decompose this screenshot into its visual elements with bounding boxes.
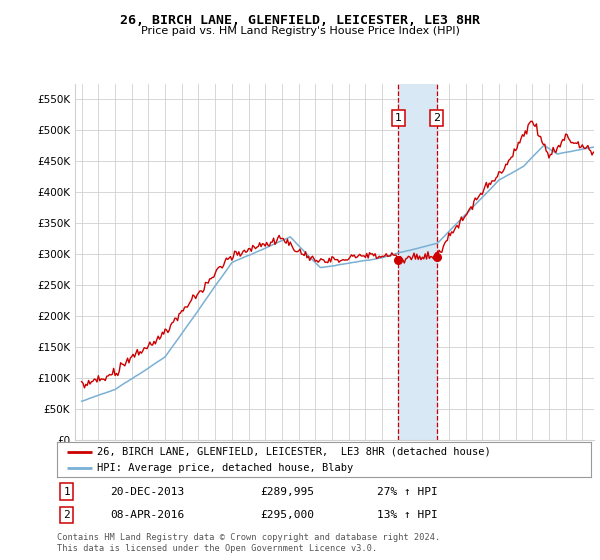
Text: 1: 1 [63, 487, 70, 497]
Text: Contains HM Land Registry data © Crown copyright and database right 2024.
This d: Contains HM Land Registry data © Crown c… [57, 533, 440, 553]
Text: 26, BIRCH LANE, GLENFIELD, LEICESTER, LE3 8HR: 26, BIRCH LANE, GLENFIELD, LEICESTER, LE… [120, 13, 480, 27]
Text: 1: 1 [395, 113, 402, 123]
Text: 2: 2 [63, 510, 70, 520]
Text: £295,000: £295,000 [260, 510, 314, 520]
Text: 08-APR-2016: 08-APR-2016 [110, 510, 185, 520]
Text: 26, BIRCH LANE, GLENFIELD, LEICESTER,  LE3 8HR (detached house): 26, BIRCH LANE, GLENFIELD, LEICESTER, LE… [97, 447, 491, 457]
Text: Price paid vs. HM Land Registry's House Price Index (HPI): Price paid vs. HM Land Registry's House … [140, 26, 460, 36]
Text: 20-DEC-2013: 20-DEC-2013 [110, 487, 185, 497]
Text: 13% ↑ HPI: 13% ↑ HPI [377, 510, 438, 520]
Text: £289,995: £289,995 [260, 487, 314, 497]
Text: HPI: Average price, detached house, Blaby: HPI: Average price, detached house, Blab… [97, 463, 353, 473]
Text: 2: 2 [433, 113, 440, 123]
Text: 27% ↑ HPI: 27% ↑ HPI [377, 487, 438, 497]
Bar [398, 84, 437, 440]
